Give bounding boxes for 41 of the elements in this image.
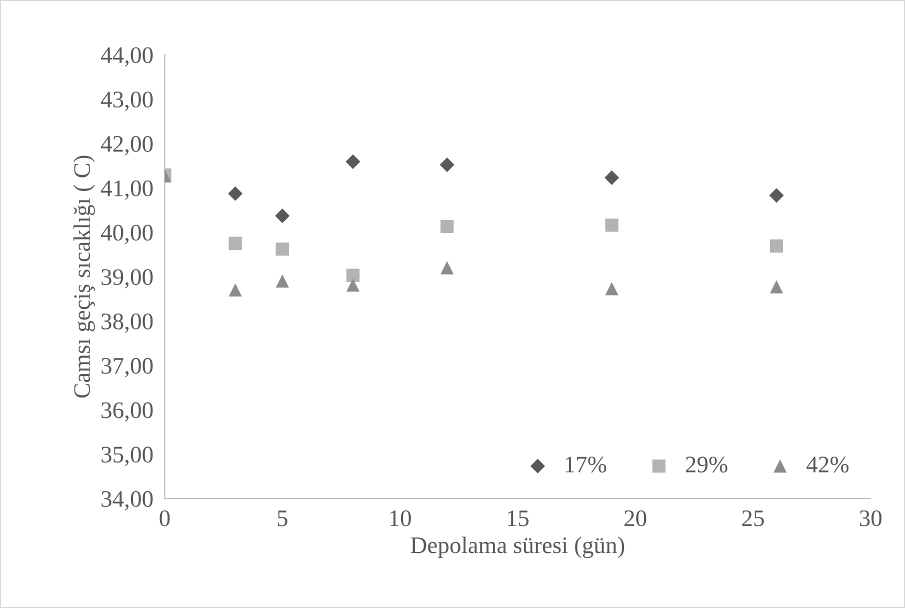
point: [440, 158, 454, 172]
point: [604, 170, 620, 185]
point: [770, 280, 784, 294]
y-axis-title: Camsı geçiş sıcaklığı ( C): [73, 156, 95, 398]
y-tick-label: 36,00: [102, 402, 153, 422]
legend-label: 17%: [566, 456, 606, 473]
x-tick-label: 30: [860, 510, 882, 526]
point: [275, 208, 290, 224]
y-tick-label: 35,00: [102, 446, 153, 466]
x-axis-title: Depolama süresi (gün): [410, 536, 624, 558]
y-tick-label: 43,00: [100, 92, 153, 111]
x-tick-label: 10: [390, 510, 411, 526]
y-tick-label: 44,00: [100, 47, 153, 67]
point: [228, 186, 243, 201]
x-tick-label: 0: [160, 510, 170, 526]
x-tick-label: 20: [624, 510, 646, 526]
y-tick-label: 34,00: [102, 491, 153, 510]
legend-label: 42%: [806, 456, 849, 473]
y-tick-label: 37,00: [102, 358, 153, 378]
point: [346, 268, 360, 282]
x-tick-label: 15: [508, 510, 529, 526]
legend-label: 29%: [686, 456, 728, 473]
point: [770, 239, 784, 253]
x-tick-label: 25: [742, 510, 764, 526]
y-tick-label: 42,00: [100, 136, 153, 156]
point: [440, 220, 454, 234]
point: [346, 278, 360, 292]
y-tick-label: 40,00: [100, 224, 153, 244]
y-tick-label: 39,00: [102, 269, 153, 288]
y-tick-label: 38,00: [102, 314, 153, 333]
x-tick-label: 5: [278, 510, 288, 526]
point: [346, 154, 360, 169]
point: [605, 282, 618, 296]
point: [228, 283, 242, 297]
point: [276, 274, 289, 288]
point: [605, 218, 618, 232]
point: [276, 242, 289, 256]
y-tick-label: 41,00: [100, 180, 153, 200]
point: [769, 188, 784, 203]
point: [440, 261, 454, 274]
point: [228, 236, 242, 250]
